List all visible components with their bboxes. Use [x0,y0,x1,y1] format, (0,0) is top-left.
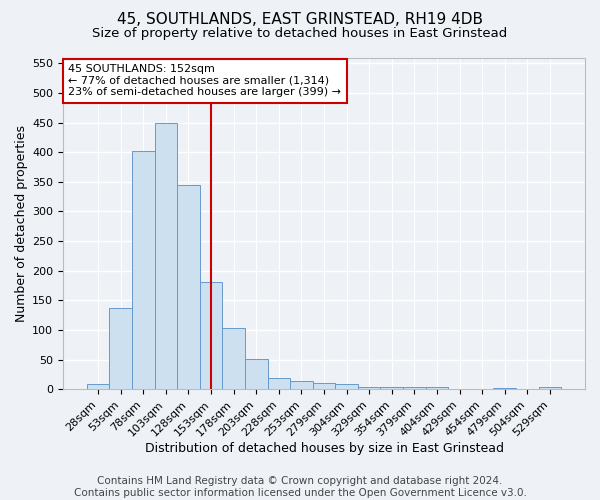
Bar [109,308,132,389]
Bar [539,388,561,389]
Bar [425,388,448,389]
Bar [403,387,425,389]
Bar [200,282,223,389]
Bar [177,186,200,389]
Bar [155,123,177,389]
Bar [290,381,313,389]
Bar [493,388,516,389]
Bar [245,359,268,389]
Bar [380,388,403,389]
Text: 45 SOUTHLANDS: 152sqm
← 77% of detached houses are smaller (1,314)
23% of semi-d: 45 SOUTHLANDS: 152sqm ← 77% of detached … [68,64,341,98]
Y-axis label: Number of detached properties: Number of detached properties [15,125,28,322]
Text: 45, SOUTHLANDS, EAST GRINSTEAD, RH19 4DB: 45, SOUTHLANDS, EAST GRINSTEAD, RH19 4DB [117,12,483,28]
Bar [87,384,109,389]
Bar [335,384,358,389]
Bar [358,388,380,389]
Bar [223,328,245,389]
Bar [268,378,290,389]
X-axis label: Distribution of detached houses by size in East Grinstead: Distribution of detached houses by size … [145,442,503,455]
Text: Size of property relative to detached houses in East Grinstead: Size of property relative to detached ho… [92,28,508,40]
Bar [132,151,155,389]
Text: Contains HM Land Registry data © Crown copyright and database right 2024.
Contai: Contains HM Land Registry data © Crown c… [74,476,526,498]
Bar [313,383,335,389]
